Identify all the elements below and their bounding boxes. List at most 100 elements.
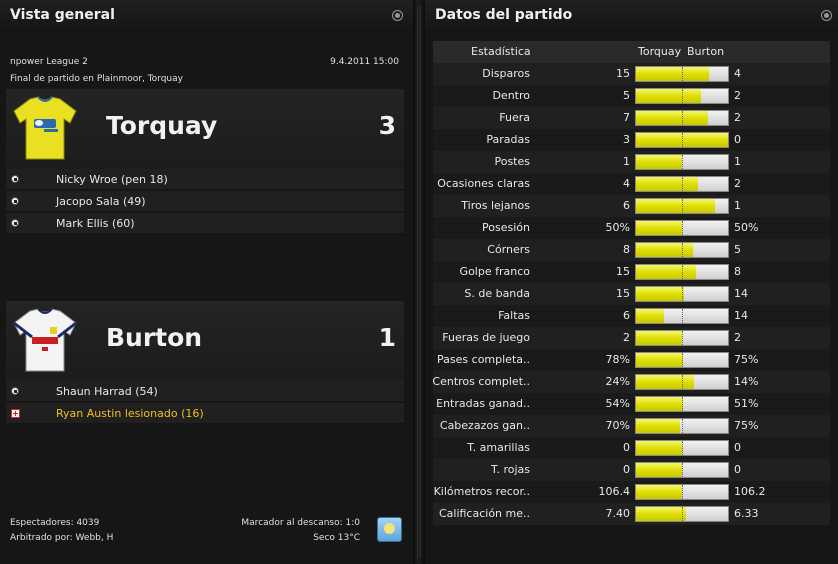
away-shirt-icon [13, 308, 77, 372]
stat-bar-midline [682, 375, 683, 389]
goal-ball-icon [11, 175, 19, 183]
stat-row: Golpe franco 15 8 [433, 261, 830, 283]
competition-name[interactable]: npower League 2 [10, 57, 88, 67]
stat-label: Córners [487, 243, 530, 256]
stat-comparison-bar [635, 132, 729, 148]
goal-ball-icon [11, 387, 19, 395]
panel-options-icon[interactable] [821, 10, 832, 21]
weather-text: Seco 13°C [313, 533, 360, 543]
stat-bar-midline [682, 155, 683, 169]
stat-bar-home-fill [636, 397, 683, 411]
home-team-name[interactable]: Torquay [106, 111, 218, 140]
away-team-name[interactable]: Burton [106, 323, 203, 352]
stat-bar-home-fill [636, 155, 682, 169]
stat-row: Fuera 7 2 [433, 107, 830, 129]
stat-home-value: 54% [605, 397, 630, 410]
stat-row: Calificación me.. 7.40 6.33 [433, 503, 830, 525]
stat-away-value: 14% [734, 375, 759, 388]
stat-away-value: 8 [734, 265, 741, 278]
stat-bar-home-fill [636, 287, 684, 301]
stat-bar-home-fill [636, 177, 698, 191]
away-event-text[interactable]: Shaun Harrad (54) [56, 385, 158, 398]
home-event-row: Nicky Wroe (pen 18) [6, 169, 404, 190]
home-shirt-icon [13, 96, 77, 160]
stat-away-value: 2 [734, 331, 741, 344]
stat-label: T. rojas [491, 463, 530, 476]
stat-away-value: 14 [734, 309, 748, 322]
stat-row: Paradas 3 0 [433, 129, 830, 151]
stat-home-value: 2 [623, 331, 630, 344]
stat-row: Centros complet.. 24% 14% [432, 371, 830, 393]
stat-bar-midline [682, 111, 683, 125]
stat-comparison-bar [635, 66, 729, 82]
home-event-row: Mark Ellis (60) [6, 213, 404, 234]
stat-bar-home-fill [636, 507, 686, 521]
match-venue: Final de partido en Plainmoor, Torquay [10, 74, 183, 84]
stat-row: T. rojas 0 0 [433, 459, 830, 481]
stat-home-value: 3 [623, 133, 630, 146]
sunny-icon [377, 517, 402, 542]
stat-comparison-bar [635, 440, 729, 456]
stat-bar-midline [682, 309, 683, 323]
stat-home-value: 15 [616, 287, 630, 300]
stat-bar-midline [682, 419, 683, 433]
home-team-block: Torquay 3 [6, 89, 404, 169]
stat-comparison-bar [635, 220, 729, 236]
stat-bar-home-fill [636, 309, 664, 323]
stat-bar-home-fill [636, 331, 682, 345]
home-event-text[interactable]: Jacopo Sala (49) [56, 195, 146, 208]
stat-comparison-bar [635, 88, 729, 104]
stat-label: T. amarillas [467, 441, 530, 454]
stat-comparison-bar [635, 176, 729, 192]
stats-table: Estadística Torquay Burton Disparos 15 4 De… [432, 41, 830, 525]
stat-away-value: 6.33 [734, 507, 759, 520]
stat-away-value: 0 [734, 463, 741, 476]
stat-home-value: 4 [623, 177, 630, 190]
stat-label: Ocasiones claras [437, 177, 530, 190]
match-datetime: 9.4.2011 15:00 [330, 57, 399, 67]
stat-comparison-bar [635, 330, 729, 346]
panel-options-icon[interactable] [392, 10, 403, 21]
stat-row: Entradas ganad.. 54% 51% [433, 393, 830, 415]
stat-bar-midline [682, 89, 683, 103]
stat-comparison-bar [635, 154, 729, 170]
referee[interactable]: Arbitrado por: Webb, H [10, 533, 114, 543]
stat-label: Cabezazos gan.. [439, 419, 530, 432]
panel-splitter[interactable] [413, 0, 425, 564]
goal-ball-icon [11, 197, 19, 205]
home-event-text[interactable]: Nicky Wroe (pen 18) [56, 173, 168, 186]
stat-label: Postes [494, 155, 530, 168]
stat-label: Entradas ganad.. [436, 397, 530, 410]
stats-header-bar: Datos del partido [425, 0, 838, 32]
match-stats-panel: Datos del partido Estadística Torquay Bu… [425, 0, 838, 564]
stat-away-value: 2 [734, 89, 741, 102]
stat-bar-home-fill [636, 67, 709, 81]
away-column-header: Burton [687, 45, 725, 58]
home-team-score: 3 [378, 111, 396, 140]
stat-home-value: 78% [605, 353, 630, 366]
splitter-grip[interactable] [417, 6, 421, 558]
stat-comparison-bar [635, 242, 729, 258]
stat-row: Postes 1 1 [433, 151, 830, 173]
stat-row: Ocasiones claras 4 2 [433, 173, 830, 195]
stat-label: Fueras de juego [442, 331, 530, 344]
home-event-text[interactable]: Mark Ellis (60) [56, 217, 135, 230]
stat-row: S. de banda 15 14 [433, 283, 830, 305]
stat-home-value: 1 [623, 155, 630, 168]
stats-table-header: Estadística Torquay Burton [433, 41, 830, 63]
stat-row: Kilómetros recor.. 106.4 106.2 [433, 481, 830, 503]
stat-home-value: 15 [616, 265, 630, 278]
stat-comparison-bar [635, 352, 729, 368]
stat-bar-midline [682, 331, 683, 345]
overview-title: Vista general [10, 7, 115, 23]
injury-icon [11, 409, 20, 418]
stat-comparison-bar [635, 396, 729, 412]
stat-away-value: 2 [734, 111, 741, 124]
stat-bar-midline [682, 287, 683, 301]
stat-bar-home-fill [636, 243, 693, 257]
stat-home-value: 0 [623, 463, 630, 476]
stat-bar-home-fill [636, 221, 682, 235]
stat-row: Pases completa.. 78% 75% [433, 349, 830, 371]
away-event-text[interactable]: Ryan Austin lesionado (16) [56, 407, 204, 420]
stat-home-value: 106.4 [598, 485, 631, 498]
